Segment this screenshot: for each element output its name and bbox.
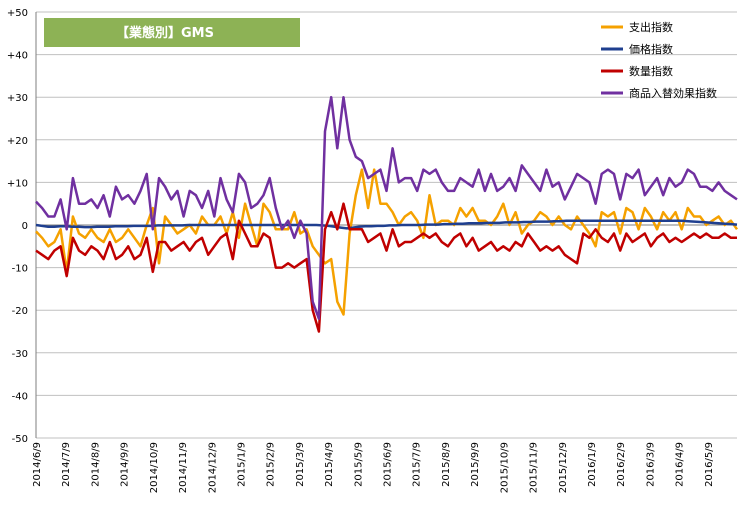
title-box: 【業態別】GMS (44, 18, 300, 47)
y-tick-label: -20 (12, 306, 28, 317)
x-tick-label: 2015/10/9 (499, 442, 510, 493)
y-axis: +50 +40 +30 +20 +10 0 -10 -20 -30 -40 -50 (7, 8, 37, 445)
x-tick-label: 2015/11/9 (529, 442, 540, 493)
x-tick-label: 2015/4/9 (324, 442, 335, 487)
x-tick-label: 2014/6/9 (32, 442, 43, 487)
legend-label: 商品入替効果指数 (629, 86, 717, 100)
y-tick-label: +40 (7, 51, 28, 62)
y-tick-label: +30 (7, 93, 28, 104)
x-tick-label: 2014/8/9 (90, 442, 101, 487)
legend-label: 数量指数 (629, 64, 673, 78)
y-tick-label: -30 (12, 349, 28, 360)
x-tick-label: 2014/7/9 (61, 442, 72, 487)
x-tick-label: 2014/12/9 (207, 442, 218, 493)
chart-series (35, 95, 739, 333)
series-line-2 (35, 202, 737, 333)
legend-label: 支出指数 (629, 20, 673, 34)
y-tick-label: -40 (12, 391, 28, 402)
x-tick-label: 2015/2/9 (266, 442, 277, 487)
x-tick-label: 2015/9/9 (470, 442, 481, 487)
x-tick-label: 2016/1/9 (587, 442, 598, 487)
x-tick-label: 2016/3/9 (645, 442, 656, 487)
x-tick-label: 2015/12/9 (558, 442, 569, 493)
series-line-0 (35, 168, 739, 316)
y-tick-label: -50 (12, 434, 28, 445)
x-tick-label: 2015/6/9 (383, 442, 394, 487)
x-tick-label: 2015/5/9 (353, 442, 364, 487)
y-tick-label: 0 (22, 221, 28, 232)
chart-title: 【業態別】GMS (116, 25, 214, 41)
x-tick-label: 2015/8/9 (441, 442, 452, 487)
x-tick-label: 2016/2/9 (616, 442, 627, 487)
y-tick-label: +20 (7, 136, 28, 147)
x-tick-label: 2015/3/9 (295, 442, 306, 487)
y-tick-label: +50 (7, 8, 28, 19)
x-tick-label: 2014/11/9 (178, 442, 189, 493)
x-tick-label: 2016/4/9 (675, 442, 686, 487)
x-tick-label: 2016/5/9 (704, 442, 715, 487)
title-box-background (44, 18, 300, 47)
x-axis: 2014/6/9 2014/7/9 2014/8/9 2014/9/9 2014/10/… (32, 442, 715, 493)
y-tick-label: +10 (7, 178, 28, 189)
x-tick-label: 2014/10/9 (149, 442, 160, 493)
y-tick-label: -10 (12, 264, 28, 275)
x-tick-label: 2015/7/9 (412, 442, 423, 487)
x-tick-label: 2015/1/9 (236, 442, 247, 487)
legend-label: 価格指数 (629, 42, 673, 56)
x-tick-label: 2014/9/9 (120, 442, 131, 487)
series-line-3 (35, 95, 738, 320)
